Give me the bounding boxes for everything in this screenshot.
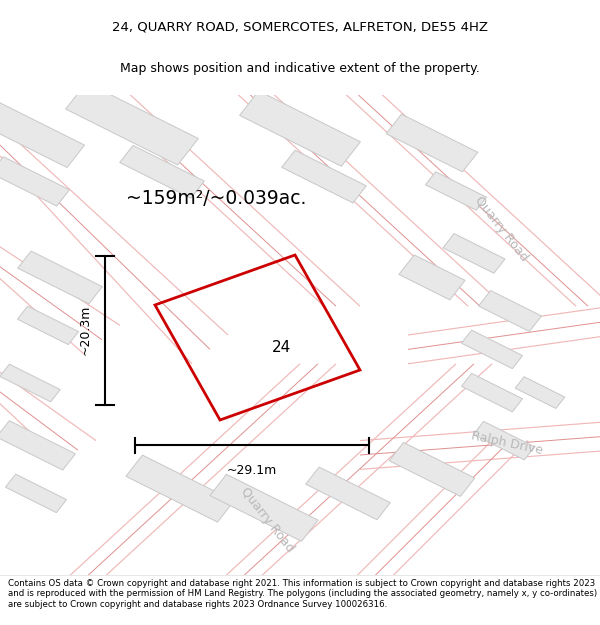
Polygon shape <box>389 442 475 496</box>
Text: Quarry Road: Quarry Road <box>238 485 296 555</box>
Polygon shape <box>461 373 523 412</box>
Polygon shape <box>399 255 465 300</box>
Polygon shape <box>0 364 60 402</box>
Polygon shape <box>473 421 535 460</box>
Polygon shape <box>0 157 70 206</box>
Polygon shape <box>386 114 478 172</box>
Text: ~159m²/~0.039ac.: ~159m²/~0.039ac. <box>126 189 306 208</box>
Text: Ralph Drive: Ralph Drive <box>470 429 544 457</box>
Polygon shape <box>210 474 318 541</box>
Polygon shape <box>126 455 234 522</box>
Polygon shape <box>306 467 390 520</box>
Polygon shape <box>18 251 102 304</box>
Text: Contains OS data © Crown copyright and database right 2021. This information is : Contains OS data © Crown copyright and d… <box>8 579 597 609</box>
Text: Quarry Road: Quarry Road <box>472 194 530 264</box>
Text: Map shows position and indicative extent of the property.: Map shows position and indicative extent… <box>120 62 480 75</box>
Polygon shape <box>425 172 487 210</box>
Polygon shape <box>282 150 366 203</box>
Polygon shape <box>120 146 204 198</box>
Polygon shape <box>239 91 361 166</box>
Polygon shape <box>0 421 76 470</box>
Polygon shape <box>0 99 85 168</box>
Polygon shape <box>65 82 199 165</box>
Polygon shape <box>17 306 79 344</box>
Polygon shape <box>479 291 541 331</box>
Polygon shape <box>5 474 67 512</box>
Text: ~20.3m: ~20.3m <box>79 305 92 356</box>
Text: 24, QUARRY ROAD, SOMERCOTES, ALFRETON, DE55 4HZ: 24, QUARRY ROAD, SOMERCOTES, ALFRETON, D… <box>112 20 488 33</box>
Text: 24: 24 <box>272 339 291 354</box>
Polygon shape <box>515 377 565 409</box>
Polygon shape <box>461 330 523 369</box>
Text: ~29.1m: ~29.1m <box>227 464 277 477</box>
Polygon shape <box>443 234 505 273</box>
